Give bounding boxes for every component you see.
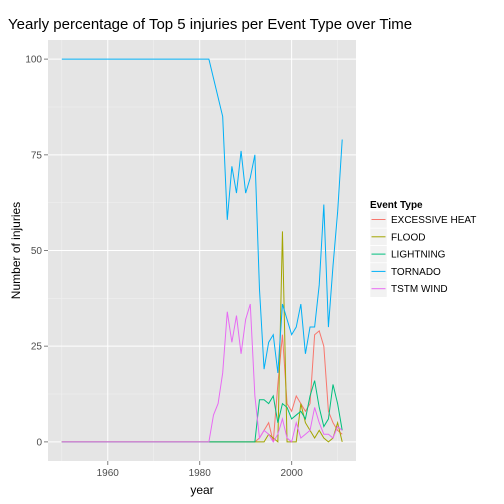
legend-label: FLOOD xyxy=(391,232,425,243)
y-tick-label: 100 xyxy=(25,55,42,66)
legend-label: LIGHTNING xyxy=(391,250,446,261)
y-tick-label: 75 xyxy=(31,150,43,161)
x-axis-title: year xyxy=(190,483,213,497)
chart-title: Yearly percentage of Top 5 injuries per … xyxy=(8,16,412,33)
series-line-tstm-wind xyxy=(61,303,343,443)
legend-label: TORNADO xyxy=(391,267,441,278)
legend: Event Type EXCESSIVE HEAT FLOOD LIGHTNING T… xyxy=(369,200,476,298)
series-lines xyxy=(61,58,343,443)
y-axis-title: Number of injuries xyxy=(9,202,23,299)
series-line-lightning xyxy=(61,380,343,443)
x-tick-label: 1980 xyxy=(189,468,212,479)
y-tick-label: 0 xyxy=(36,437,42,448)
x-tick-label: 1960 xyxy=(97,468,120,479)
y-axis: 0 25 50 75 100 xyxy=(25,55,48,448)
y-tick-label: 50 xyxy=(31,246,43,257)
y-tick-label: 25 xyxy=(31,342,43,353)
legend-label: TSTM WIND xyxy=(391,284,448,295)
legend-title: Event Type xyxy=(370,200,423,211)
series-line-tornado xyxy=(61,58,343,374)
x-tick-label: 2000 xyxy=(281,468,304,479)
x-axis: 1960 1980 2000 xyxy=(97,461,304,479)
legend-label: EXCESSIVE HEAT xyxy=(391,215,476,226)
series-line-flood xyxy=(61,231,343,443)
